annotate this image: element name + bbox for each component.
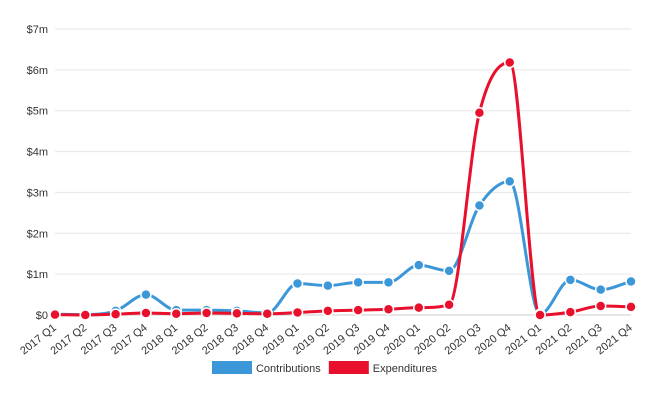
data-point-expenditures[interactable] [594, 300, 607, 312]
data-point-expenditures[interactable] [261, 308, 273, 320]
data-point-contributions[interactable] [625, 275, 637, 288]
series-points [49, 56, 637, 321]
series-line-expenditures [53, 61, 633, 317]
data-point-expenditures[interactable] [534, 309, 546, 321]
y-tick-label: $2m [27, 228, 48, 240]
data-point-contributions[interactable] [473, 199, 486, 212]
data-point-expenditures[interactable] [49, 308, 61, 321]
data-point-expenditures[interactable] [503, 56, 516, 69]
data-point-contributions[interactable] [594, 283, 607, 296]
data-point-expenditures[interactable] [382, 303, 395, 316]
gridlines [55, 28, 631, 316]
data-point-expenditures[interactable] [443, 299, 455, 311]
y-axis-tick-labels: $0 $1m $2m $3m $4m $5m $6m $7m [27, 24, 48, 322]
data-point-contributions[interactable] [443, 265, 455, 277]
y-tick-label: $1m [27, 269, 48, 281]
data-point-expenditures[interactable] [322, 305, 334, 317]
legend-label: Expenditures [373, 363, 438, 375]
legend-swatch [211, 361, 252, 374]
legend-label: Contributions [256, 363, 321, 375]
data-point-expenditures[interactable] [625, 301, 637, 313]
data-point-expenditures[interactable] [79, 309, 92, 321]
legend-item-expenditures[interactable]: Expenditures [328, 361, 438, 375]
data-point-expenditures[interactable] [140, 307, 152, 319]
y-tick-label: $7m [27, 24, 48, 36]
series-lines [53, 61, 633, 317]
data-point-contributions[interactable] [291, 277, 304, 290]
data-point-expenditures[interactable] [564, 306, 577, 318]
y-tick-label: $5m [27, 106, 48, 118]
data-point-contributions[interactable] [564, 274, 577, 286]
legend[interactable]: Contributions Expenditures [211, 361, 438, 375]
data-point-expenditures[interactable] [200, 307, 213, 319]
data-point-expenditures[interactable] [170, 308, 183, 320]
data-point-expenditures[interactable] [413, 301, 425, 314]
legend-swatch [328, 361, 369, 374]
data-point-contributions[interactable] [352, 276, 364, 289]
data-point-expenditures[interactable] [291, 306, 304, 319]
data-point-contributions[interactable] [322, 279, 334, 292]
data-point-expenditures[interactable] [109, 308, 122, 320]
y-tick-label: $4m [27, 147, 48, 159]
data-point-expenditures[interactable] [352, 304, 364, 316]
data-point-expenditures[interactable] [231, 307, 243, 320]
data-point-contributions[interactable] [503, 175, 516, 188]
y-tick-label: $3m [27, 187, 48, 199]
data-point-contributions[interactable] [382, 276, 395, 289]
y-tick-label: $0 [36, 310, 48, 322]
legend-item-contributions[interactable]: Contributions [211, 361, 321, 375]
data-point-expenditures[interactable] [473, 107, 486, 119]
data-point-contributions[interactable] [413, 259, 425, 271]
data-point-contributions[interactable] [140, 288, 152, 301]
y-tick-label: $6m [27, 65, 48, 77]
